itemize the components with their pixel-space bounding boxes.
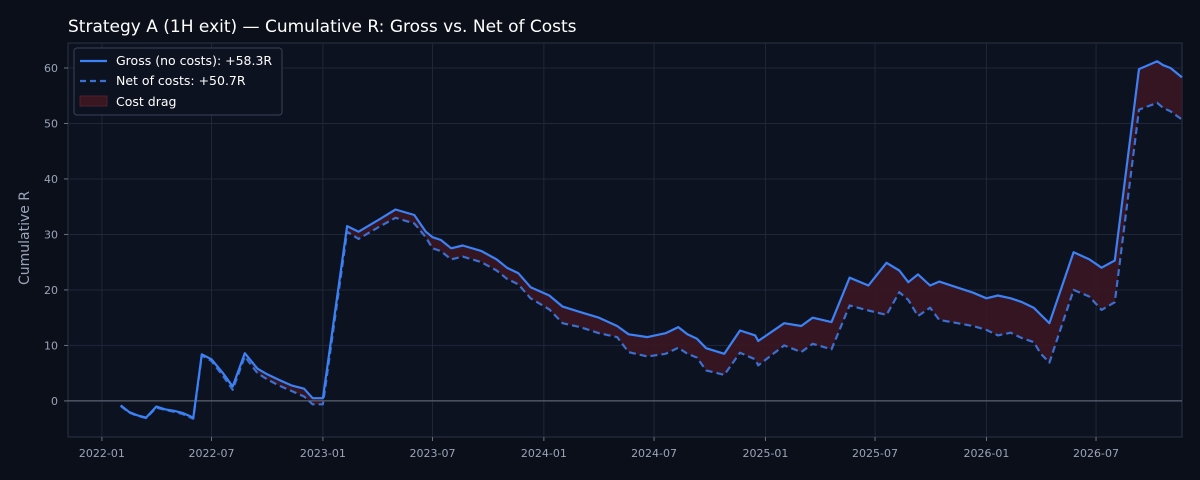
legend: Gross (no costs): +58.3R Net of costs: +…	[73, 47, 283, 116]
y-tick-label: 50	[44, 117, 58, 130]
x-tick-label: 2026-01	[963, 447, 1009, 460]
x-tick-label: 2024-07	[631, 447, 677, 460]
y-tick-label: 60	[44, 62, 58, 75]
legend-label-net: Net of costs: +50.7R	[116, 73, 246, 88]
y-tick-label: 30	[44, 228, 58, 241]
x-tick-label: 2024-01	[521, 447, 567, 460]
x-tick-label: 2026-07	[1073, 447, 1119, 460]
cost-drag-area	[120, 61, 1183, 419]
chart-title: Strategy A (1H exit) — Cumulative R: Gro…	[68, 17, 577, 37]
x-tick-label: 2023-07	[409, 447, 455, 460]
legend-box	[73, 47, 283, 116]
x-axis: 2022-01 2022-07 2023-01 2023-07 2024-01 2024-…	[79, 437, 1119, 460]
series-lines	[120, 60, 1183, 420]
legend-label-cost-drag: Cost drag	[116, 94, 176, 109]
y-tick-label: 10	[44, 339, 58, 352]
x-tick-label: 2023-01	[300, 447, 346, 460]
x-tick-label: 2025-01	[742, 447, 788, 460]
net-series-line	[120, 101, 1183, 420]
legend-label-gross: Gross (no costs): +58.3R	[116, 53, 272, 68]
x-tick-label: 2025-07	[852, 447, 898, 460]
cost-drag-fill	[120, 61, 1183, 419]
gross-series-line	[120, 60, 1183, 419]
y-axis: 0 10 20 30 40 50 60	[44, 62, 68, 408]
y-tick-label: 40	[44, 173, 58, 186]
y-tick-label: 20	[44, 284, 58, 297]
y-tick-label: 0	[51, 395, 58, 408]
legend-swatch-cost-drag	[79, 95, 108, 107]
x-tick-label: 2022-07	[189, 447, 235, 460]
y-axis-title: Cumulative R	[17, 191, 33, 285]
x-tick-label: 2022-01	[79, 447, 125, 460]
